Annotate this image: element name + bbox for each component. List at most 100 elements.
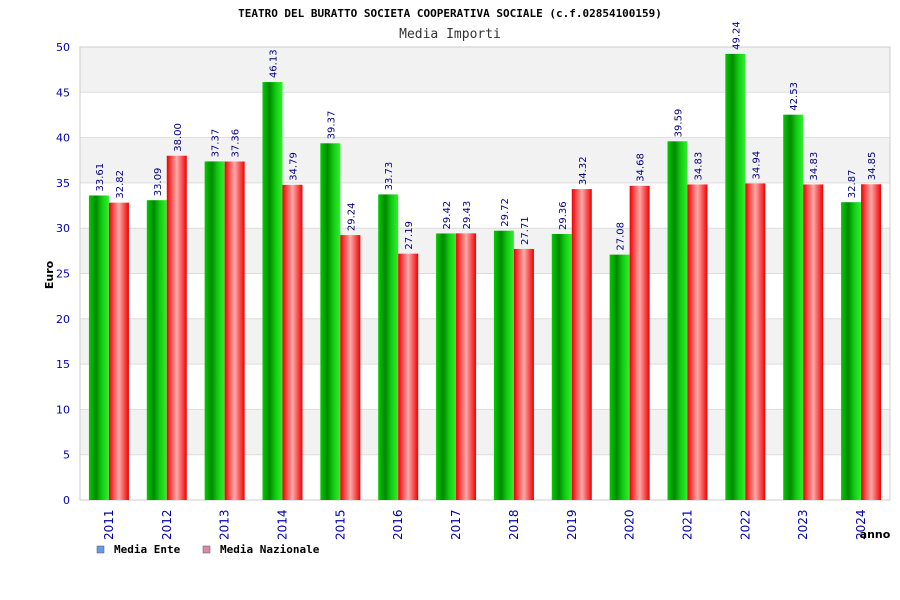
legend-swatch [96,545,105,554]
grid-band [80,182,890,229]
y-tick-label: 30 [56,222,70,235]
x-tick-label: 2012 [160,509,174,540]
x-tick-label: 2014 [276,509,290,540]
bar-value-label: 32.87 [847,170,858,199]
bar-value-label: 33.09 [153,168,164,197]
chart-subtitle: Media Importi [399,27,501,42]
x-tick-label: 2019 [565,509,579,540]
bar-media-ente [783,114,804,501]
bar-value-label: 27.19 [404,221,415,250]
bar-media-nazionale [282,184,303,500]
bars [88,53,882,501]
y-tick-label: 10 [56,403,70,416]
bar-value-label: 42.53 [789,82,800,111]
bar-media-nazionale [340,235,361,500]
bar-media-ente [493,230,514,500]
bar-value-label: 32.82 [115,170,126,199]
grid-band [80,92,890,138]
bar-value-label: 46.13 [269,49,280,78]
bar-value-label: 34.83 [694,152,705,181]
grid-band [80,228,890,274]
bar-media-ente [88,195,109,500]
grid-band [80,273,890,319]
x-tick-label: 2016 [391,509,405,540]
bar-media-ente [320,143,341,500]
x-tick-label: 2011 [102,509,116,540]
grid-band [80,454,890,500]
bar-value-label: 33.61 [95,163,106,192]
bar-value-label: 27.08 [616,222,627,251]
bar-media-ente [204,161,225,500]
bar-value-label: 39.37 [326,111,337,140]
bar-media-ente [436,233,457,500]
y-tick-label: 50 [56,41,70,54]
plot-frame [79,46,891,501]
bar-value-label: 29.36 [558,201,569,230]
x-tick-label: 2021 [681,509,695,540]
x-tick-label: 2015 [333,509,347,540]
chart-title: TEATRO DEL BURATTO SOCIETA COOPERATIVA S… [238,7,662,20]
bar-media-nazionale [745,183,766,500]
bar-value-label: 29.72 [500,198,511,227]
x-tick-label: 2013 [218,509,232,540]
y-tick-label: 25 [56,268,70,281]
grid-band [80,409,890,455]
bar-value-label: 34.32 [578,156,589,185]
y-tick-label: 35 [56,177,70,190]
y-tick-label: 5 [63,449,70,462]
bar-media-nazionale [803,184,824,501]
bar-value-label: 34.85 [867,152,878,181]
y-axis-ticks: 0 5 10 15 20 25 30 35 40 45 50 [56,41,70,507]
bar-media-ente [841,202,862,500]
bar-media-ente [551,233,572,500]
bar-value-label: 34.83 [809,152,820,181]
bar-value-label: 38.00 [173,123,184,152]
x-tick-label: 2023 [796,509,810,540]
x-tick-label: 2018 [507,509,521,540]
bar-value-label: 39.59 [674,109,685,138]
legend-entry: Media Ente [114,543,181,556]
x-tick-label: 2020 [623,509,637,540]
bar-media-nazionale [861,184,882,500]
bar-value-label: 29.42 [442,201,453,230]
bar-media-ente [609,254,630,500]
bar-media-nazionale [224,161,245,500]
bar-media-nazionale [571,189,592,501]
bar-value-label: 34.79 [289,152,300,181]
x-axis-ticks: 2011 2012 2013 2014 2015 2016 2017 2018 2019 2020… [102,509,868,540]
bar-media-nazionale [513,248,534,500]
bar-media-nazionale [629,185,650,500]
legend-entry: Media Nazionale [220,543,320,556]
bar-media-nazionale [398,253,419,500]
bar-media-ente [725,53,746,501]
bar-media-nazionale [687,184,708,501]
bar-value-label: 29.43 [462,201,473,230]
grid-band [80,364,890,410]
x-tick-label: 2024 [854,509,868,540]
bar-media-nazionale [456,233,477,500]
y-tick-label: 40 [56,132,70,145]
bar-value-label: 29.24 [346,202,357,231]
x-axis-label: anno [860,528,891,541]
bar-media-ente [146,200,167,501]
bar-value-label: 34.68 [636,153,647,182]
legend-swatch [202,545,211,554]
grid-band [80,47,890,93]
bar-value-label: 37.37 [211,129,222,158]
bar-value-label: 27.71 [520,216,531,245]
y-tick-label: 20 [56,313,70,326]
y-tick-label: 15 [56,358,70,371]
bar-value-label: 37.36 [231,129,242,158]
bar-value-label: 49.24 [731,21,742,50]
grid-band [80,318,890,365]
legend: Media Ente Media Nazionale [96,543,320,556]
bar-value-label: 33.73 [384,162,395,191]
y-tick-label: 45 [56,86,70,99]
bar-media-ente [378,194,399,501]
bar-media-ente [667,141,688,500]
x-tick-label: 2022 [738,509,752,540]
bar-media-ente [262,82,283,501]
x-tick-label: 2017 [449,509,463,540]
